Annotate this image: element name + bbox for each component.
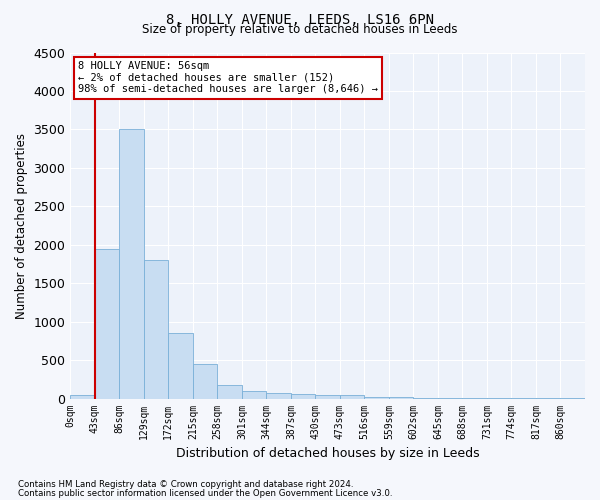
Y-axis label: Number of detached properties: Number of detached properties	[15, 132, 28, 318]
Bar	[95, 248, 119, 398]
Text: 8, HOLLY AVENUE, LEEDS, LS16 6PN: 8, HOLLY AVENUE, LEEDS, LS16 6PN	[166, 12, 434, 26]
Bar	[242, 391, 266, 398]
Bar	[217, 385, 242, 398]
Bar	[169, 333, 193, 398]
Text: Contains public sector information licensed under the Open Government Licence v3: Contains public sector information licen…	[18, 488, 392, 498]
Bar	[119, 130, 144, 398]
Bar	[266, 393, 291, 398]
Text: Size of property relative to detached houses in Leeds: Size of property relative to detached ho…	[142, 22, 458, 36]
Bar	[316, 394, 340, 398]
Bar	[144, 260, 169, 398]
Bar	[291, 394, 316, 398]
Text: Contains HM Land Registry data © Crown copyright and database right 2024.: Contains HM Land Registry data © Crown c…	[18, 480, 353, 489]
Text: 8 HOLLY AVENUE: 56sqm
← 2% of detached houses are smaller (152)
98% of semi-deta: 8 HOLLY AVENUE: 56sqm ← 2% of detached h…	[78, 61, 378, 94]
Bar	[364, 397, 389, 398]
Bar	[193, 364, 217, 398]
Bar	[340, 396, 364, 398]
X-axis label: Distribution of detached houses by size in Leeds: Distribution of detached houses by size …	[176, 447, 479, 460]
Bar	[70, 394, 95, 398]
